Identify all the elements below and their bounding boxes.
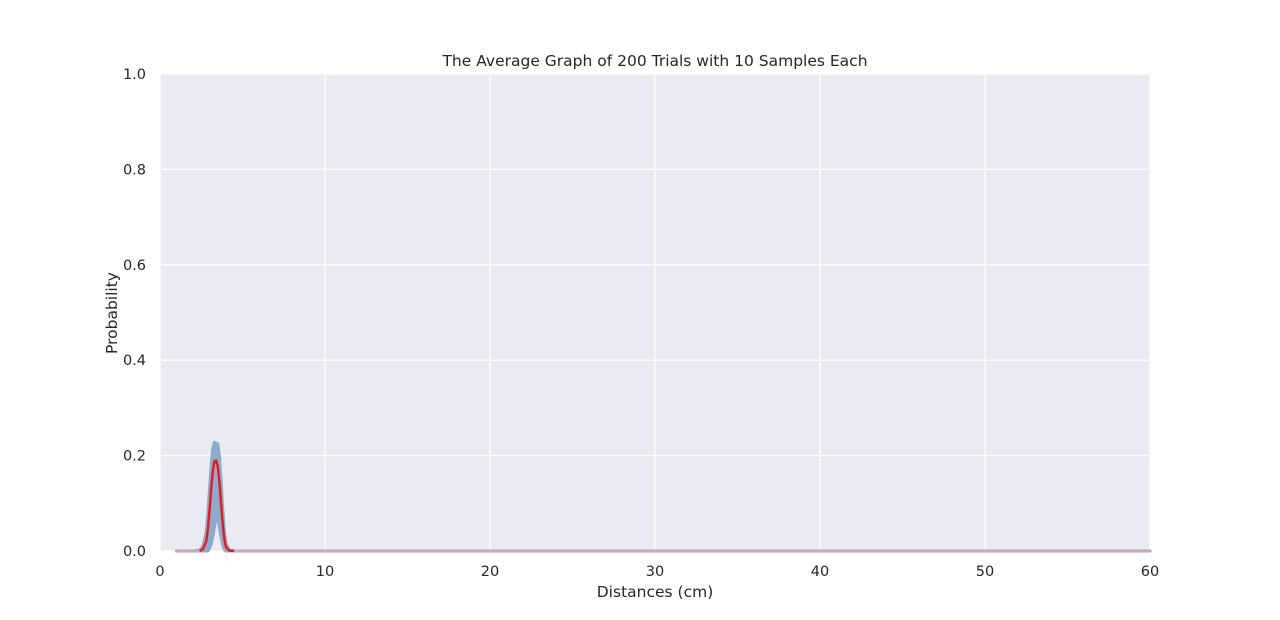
x-tick-label: 0 [155, 564, 164, 580]
y-tick-label: 0.6 [123, 258, 146, 274]
y-axis-label: Probability [103, 272, 121, 354]
mean-line [198, 459, 235, 553]
y-tick-label: 0.8 [123, 162, 146, 178]
x-tick-label: 30 [646, 564, 664, 580]
x-tick-label: 40 [811, 564, 829, 580]
tick-labels: 0 10 20 30 40 50 60 0.0 0.2 0.4 0.6 0.8 1.0 [123, 67, 1159, 580]
x-tick-label: 60 [1141, 564, 1159, 580]
x-axis-label: Distances (cm) [597, 583, 714, 601]
y-tick-label: 1.0 [123, 67, 146, 83]
x-tick-label: 20 [481, 564, 499, 580]
series-layer [175, 440, 1152, 553]
y-tick-label: 0.2 [123, 449, 146, 465]
x-tick-label: 10 [316, 564, 334, 580]
y-tick-label: 0.0 [123, 544, 146, 560]
chart-title: The Average Graph of 200 Trials with 10 … [441, 52, 867, 70]
x-tick-label: 50 [976, 564, 994, 580]
y-tick-label: 0.4 [123, 353, 146, 369]
